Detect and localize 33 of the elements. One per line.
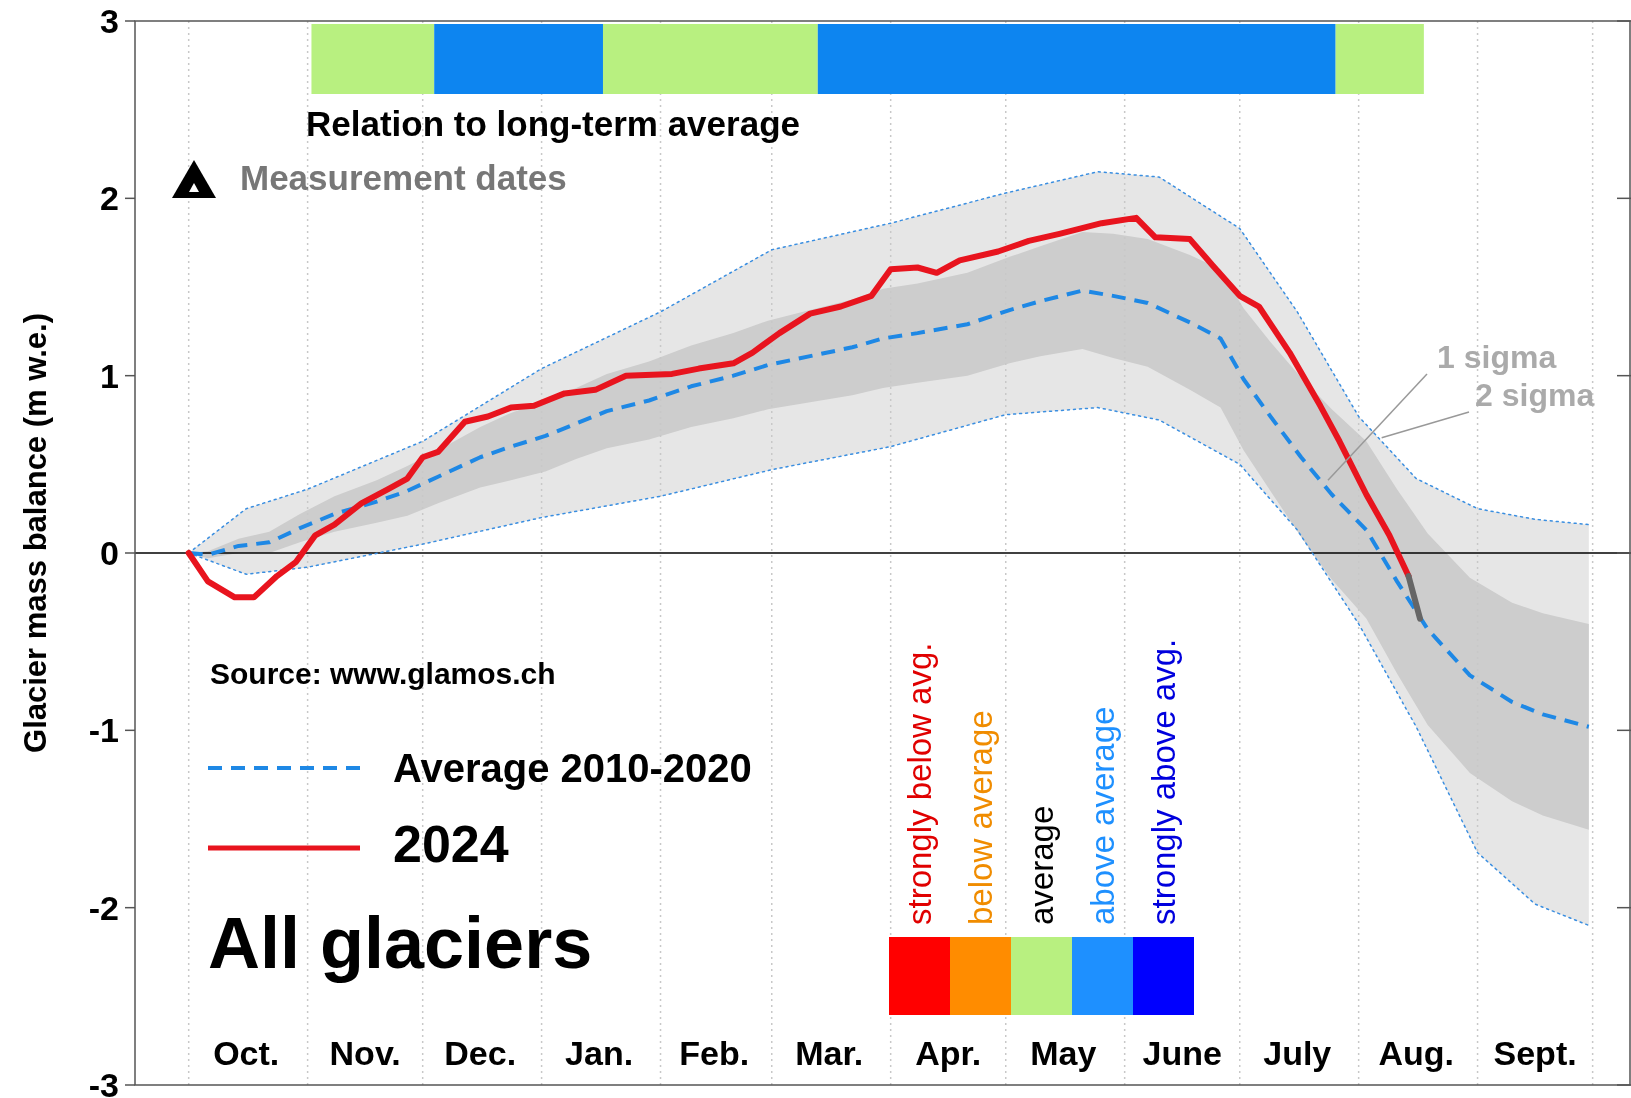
x-tick-label: Nov. [329, 1034, 401, 1072]
annotation: 2 sigma [1475, 377, 1595, 413]
annotation: 1 sigma [1437, 339, 1557, 375]
annotation: Measurement dates [240, 158, 567, 197]
x-tick-label: Aug. [1378, 1034, 1454, 1072]
x-tick-label: Feb. [679, 1034, 750, 1072]
y-tick-label: 0 [100, 533, 119, 572]
x-tick-label: July [1263, 1034, 1332, 1072]
text: All glaciers [208, 903, 593, 983]
annotation: average [1023, 805, 1060, 925]
x-tick-label: Dec. [444, 1034, 517, 1072]
annotation: Relation to long-term average [306, 104, 800, 143]
legend-label: 2024 [393, 815, 509, 873]
y-tick-label: 3 [100, 1, 119, 40]
annotation: above average [1084, 706, 1121, 925]
annotation: strongly below avg. [901, 642, 938, 925]
x-tick-label: Oct. [213, 1034, 280, 1072]
x-tick-label: Apr. [915, 1034, 982, 1072]
y-tick-label: 1 [100, 356, 119, 395]
x-tick-label: Sept. [1493, 1034, 1577, 1072]
x-tick-label: June [1142, 1034, 1222, 1072]
y-axis-title: Glacier mass balance (m w.e.) [18, 313, 53, 753]
y-tick-label: 2 [100, 179, 119, 218]
y-tick-label: -3 [88, 1065, 119, 1098]
x-tick-label: Jan. [565, 1034, 634, 1072]
annotation: below average [962, 710, 999, 925]
y-tick-label: -2 [88, 888, 119, 927]
x-tick-label: May [1030, 1034, 1097, 1072]
legend-label: Average 2010-2020 [393, 746, 752, 790]
annotation: Source: www.glamos.ch [210, 657, 556, 690]
y-tick-label: -1 [88, 711, 119, 750]
x-tick-label: Mar. [795, 1034, 864, 1072]
annotation: strongly above avg. [1145, 638, 1182, 925]
